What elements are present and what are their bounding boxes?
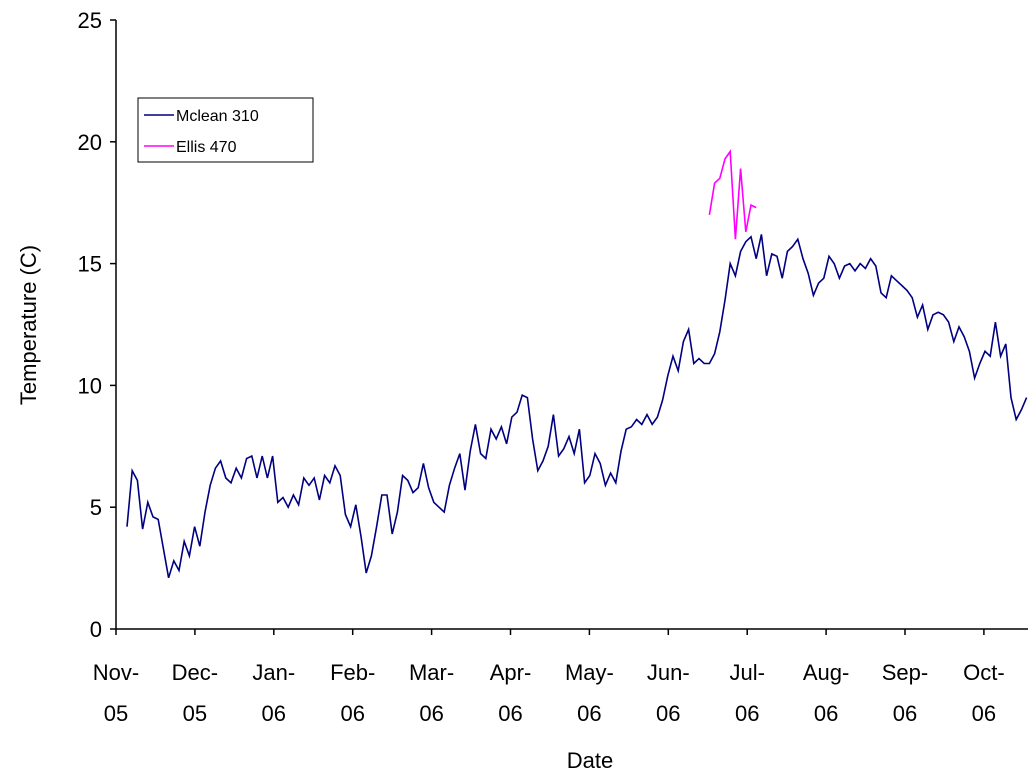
- x-tick-label: May-06: [565, 660, 614, 726]
- y-tick-label: 5: [90, 495, 102, 520]
- legend-label: Mclean 310: [176, 108, 259, 125]
- x-tick-label: Feb-06: [330, 660, 375, 726]
- x-tick-label: Oct-06: [963, 660, 1005, 726]
- x-tick-label: Sep-06: [882, 660, 928, 726]
- y-tick-label: 20: [78, 130, 102, 155]
- legend-box: [137, 97, 314, 163]
- line-series: [708, 149, 757, 240]
- x-axis-label: Date: [567, 748, 613, 773]
- y-axis-label: Temperature (C): [16, 245, 41, 405]
- x-tick-label: Nov-05: [93, 660, 139, 726]
- legend-label: Ellis 470: [176, 139, 237, 156]
- x-tick-label: Mar-06: [409, 660, 454, 726]
- y-tick-label: 25: [78, 8, 102, 33]
- y-tick-label: 15: [78, 252, 102, 277]
- line-series: [126, 234, 1028, 579]
- x-tick-label: Jul-06: [729, 660, 764, 726]
- x-tick-label: Jan-06: [252, 660, 295, 726]
- y-tick-label: 0: [90, 617, 102, 642]
- x-tick-label: Jun-06: [647, 660, 690, 726]
- y-tick-label: 10: [78, 373, 102, 398]
- x-tick-label: Apr-06: [490, 660, 532, 726]
- x-tick-label: Aug-06: [803, 660, 849, 726]
- x-tick-label: Dec-05: [172, 660, 218, 726]
